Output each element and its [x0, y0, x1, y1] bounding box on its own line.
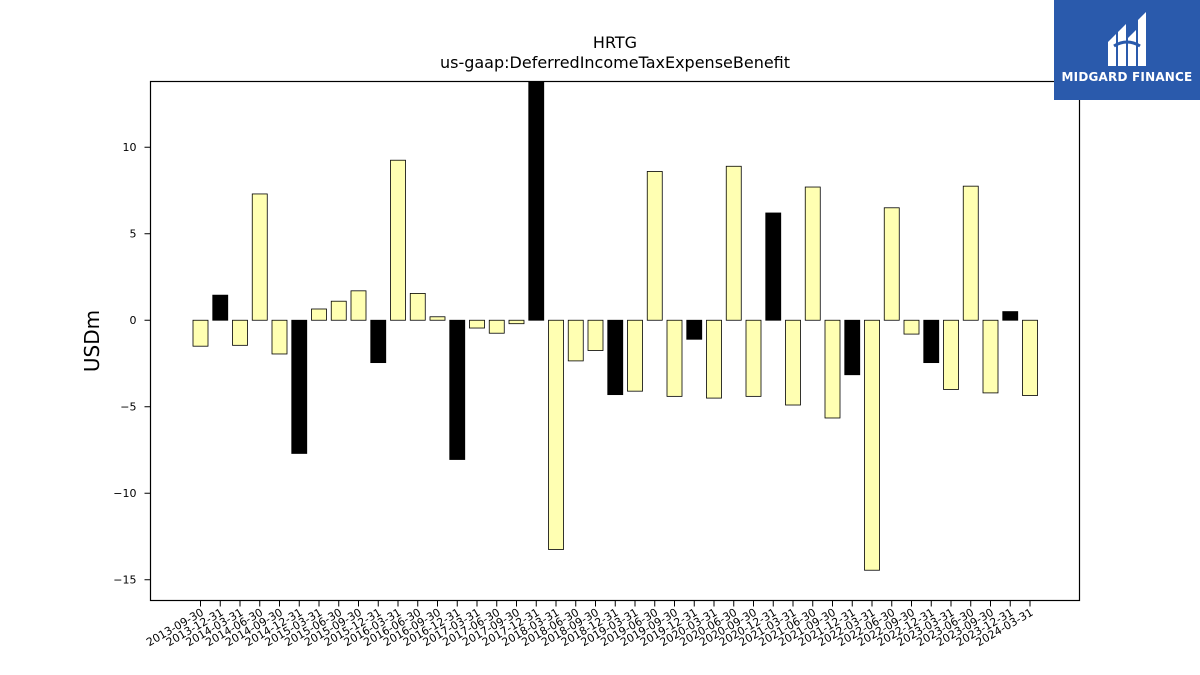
- bar-2023-06-30: [962, 185, 979, 321]
- x-axis-ticks: 2013-09-302013-12-312014-03-312014-06-30…: [144, 600, 1036, 649]
- bar-2020-06-30: [725, 165, 742, 321]
- bar-2016-12-31: [449, 319, 466, 460]
- bar-2019-09-30: [666, 319, 683, 397]
- bar-2022-09-30: [903, 319, 920, 335]
- bar-2023-03-31: [943, 319, 959, 390]
- chart-title: HRTG: [593, 33, 637, 52]
- bar-2019-12-31: [686, 319, 703, 340]
- y-axis-label: USDm: [80, 310, 104, 372]
- bar-2017-12-31: [528, 81, 545, 321]
- bar-2023-09-30: [982, 319, 999, 394]
- bar-2013-12-31: [212, 294, 229, 321]
- bar-2022-06-30: [883, 207, 900, 321]
- y-tick-label: −5: [120, 401, 136, 414]
- y-tick-label: 10: [123, 141, 137, 154]
- bar-2017-06-30: [488, 319, 505, 334]
- bar-2021-06-30: [804, 186, 821, 321]
- y-tick-label: 5: [130, 228, 137, 241]
- bar-2018-09-30: [587, 319, 604, 351]
- bar-2014-03-31: [232, 319, 248, 346]
- bar-2024-03-31: [1022, 319, 1038, 396]
- bar-2014-12-31: [291, 319, 308, 454]
- bar-2016-06-30: [409, 293, 426, 321]
- brand-logo: MIDGARD FINANCE: [1054, 0, 1200, 100]
- chart-subtitle: us-gaap:DeferredIncomeTaxExpenseBenefit: [440, 53, 790, 72]
- bar-2017-03-31: [469, 319, 485, 329]
- bar-2018-06-30: [567, 319, 584, 362]
- bar-2020-03-31: [706, 319, 722, 399]
- bar-2016-03-31: [390, 159, 406, 321]
- bar-2015-06-30: [330, 300, 347, 321]
- y-axis-ticks: 10 5 0 −5 −10 −15: [113, 141, 151, 587]
- bar-2018-03-31: [548, 319, 564, 550]
- bar-2023-12-31: [1002, 311, 1019, 321]
- bar-2018-12-31: [607, 319, 624, 396]
- bar-2016-09-30: [429, 316, 446, 321]
- bar-2021-12-31: [844, 319, 861, 376]
- bar-2020-12-31: [765, 212, 782, 321]
- bar-2022-12-31: [923, 319, 940, 364]
- bar-2019-03-31: [627, 319, 643, 392]
- bar-2015-09-30: [350, 290, 367, 321]
- brand-name: MIDGARD FINANCE: [1061, 70, 1193, 84]
- bar-2017-09-30: [508, 319, 525, 325]
- y-tick-label: −10: [113, 487, 136, 500]
- bar-2015-12-31: [370, 319, 387, 364]
- y-tick-label: −15: [113, 574, 136, 587]
- bar-2021-09-30: [824, 319, 841, 419]
- bar-2021-03-31: [785, 319, 801, 406]
- bar-2019-06-30: [646, 171, 663, 321]
- plot-frame: [149, 80, 1081, 602]
- bar-2022-03-31: [864, 319, 880, 571]
- bar-2015-03-31: [311, 308, 327, 321]
- bar-2014-09-30: [271, 319, 288, 355]
- bar-2014-06-30: [251, 193, 268, 321]
- y-tick-label: 0: [130, 314, 137, 327]
- midgard-logo-icon: [1108, 12, 1146, 66]
- bars-group: [192, 81, 1038, 571]
- bar-2013-09-30: [192, 319, 209, 347]
- bar-2020-09-30: [745, 319, 762, 397]
